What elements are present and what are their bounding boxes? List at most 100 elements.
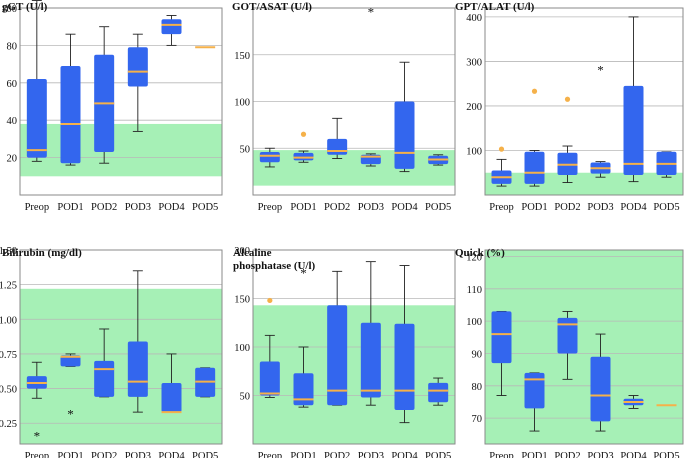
outlier-dot (564, 96, 571, 102)
plot-frame (252, 249, 456, 445)
outlier-star: * (34, 429, 41, 444)
y-tick-label: 60 (7, 79, 18, 90)
y-tick-label: 0.25 (0, 419, 17, 430)
y-tick-label: 20 (7, 154, 18, 165)
x-category-label: POD4 (158, 202, 185, 213)
box-pod1 (524, 150, 545, 187)
box-preop (259, 147, 280, 168)
box-iqr (161, 383, 182, 413)
x-category-label: POD2 (324, 202, 350, 213)
y-tick-label: 1.25 (0, 281, 17, 292)
reference-band (253, 305, 455, 444)
y-tick-label: 50 (240, 392, 251, 403)
box-iqr (26, 79, 47, 158)
chart-title: gGT (U/l) (2, 1, 48, 13)
x-category-label: Preop (489, 451, 514, 458)
panel-6: 70 80 90 100 110 120 Preop POD1 POD2 POD3 POD4 POD5… (455, 247, 684, 462)
x-category-label: Preop (489, 202, 514, 213)
y-tick-label: 50 (240, 144, 251, 155)
chart-title: Bilirubin (mg/dl) (2, 247, 82, 259)
box-pod1 (293, 346, 314, 408)
box-pod2 (94, 26, 115, 164)
box-pod3 (590, 333, 611, 432)
box-iqr (491, 311, 512, 364)
x-category-label: Preop (25, 202, 50, 213)
y-tick-label: 200 (466, 102, 482, 113)
box-preop (259, 334, 280, 398)
y-tick-label: 100 (234, 98, 250, 109)
box-preop (26, 361, 47, 399)
box-pod1 (524, 372, 545, 432)
plot-frame (252, 7, 456, 196)
x-category-label: POD1 (57, 202, 83, 213)
box-iqr (161, 19, 182, 35)
box-pod2 (557, 145, 578, 183)
box-iqr (259, 361, 280, 396)
chart-title: GPT/ALAT (U/l) (455, 1, 535, 13)
panel-3: 100 200 300 400 * Preop POD1 POD2 POD3 POD4 POD5 GP… (455, 1, 684, 213)
box-pod4 (623, 16, 644, 183)
panel-1: 20 40 60 80 100 Preop POD1 POD2 POD3 POD4 POD5 gGT … (1, 0, 223, 213)
x-category-label: POD5 (425, 202, 451, 213)
y-tick-label: 90 (472, 349, 483, 360)
plot-frame (484, 249, 684, 445)
outlier-dot (498, 146, 505, 152)
chart-title: Quick (%) (455, 247, 505, 259)
y-tick-label: 100 (1, 4, 17, 15)
box-pod4 (161, 15, 182, 46)
y-tick-label: 150 (234, 295, 250, 306)
outlier-star: * (368, 5, 375, 20)
panel-2: 50 100 150 * Preop POD1 POD2 POD3 POD4 POD5 GOT/AS… (232, 1, 456, 213)
box-iqr (394, 323, 415, 411)
box-iqr (524, 151, 545, 184)
x-category-label: Preop (25, 451, 50, 458)
panel-5: 50 100 150 200 * Preop POD1 POD2 POD3 POD4 POD5 Alc… (233, 246, 456, 462)
box-pod5 (656, 151, 677, 178)
box-iqr (557, 317, 578, 354)
y-tick-label: 1.50 (0, 246, 17, 257)
x-category-label: POD2 (324, 451, 350, 458)
x-category-label: POD5 (653, 202, 679, 213)
x-category-label: POD4 (391, 202, 418, 213)
x-category-label: POD4 (620, 202, 647, 213)
chart-title: phosphatase (U/l) (233, 260, 316, 272)
reference-band (253, 150, 455, 186)
box-iqr (60, 355, 81, 367)
box-pod2 (557, 310, 578, 380)
x-category-label: POD5 (192, 202, 218, 213)
box-iqr (327, 305, 348, 406)
outlier-dot (267, 297, 273, 304)
box-preop (26, 0, 47, 162)
x-category-label: POD1 (290, 202, 316, 213)
x-category-label: POD3 (587, 451, 613, 458)
x-category-label: POD1 (521, 202, 547, 213)
x-category-label: POD5 (425, 451, 451, 458)
box-pod3 (127, 270, 148, 413)
box-pod5 (428, 154, 449, 166)
box-iqr (259, 151, 280, 163)
box-pod4 (161, 353, 182, 414)
x-category-label: POD2 (554, 451, 580, 458)
box-pod5 (195, 367, 216, 398)
box-pod2 (94, 328, 115, 398)
box-iqr (94, 360, 115, 397)
x-category-label: Preop (258, 202, 283, 213)
y-tick-label: 200 (234, 246, 250, 257)
x-category-label: POD1 (521, 451, 547, 458)
box-iqr (127, 47, 148, 87)
box-pod3 (360, 153, 381, 167)
y-tick-label: 100 (466, 146, 482, 157)
box-iqr (394, 101, 415, 169)
box-pod4 (623, 395, 644, 409)
reference-band (20, 123, 222, 177)
box-iqr (360, 322, 381, 398)
y-tick-label: 100 (466, 317, 482, 328)
x-category-label: POD3 (358, 451, 384, 458)
y-tick-label: 400 (466, 13, 482, 24)
x-category-label: POD3 (125, 202, 151, 213)
box-iqr (524, 372, 545, 409)
reference-band (485, 250, 683, 444)
plot-frame (484, 7, 684, 196)
